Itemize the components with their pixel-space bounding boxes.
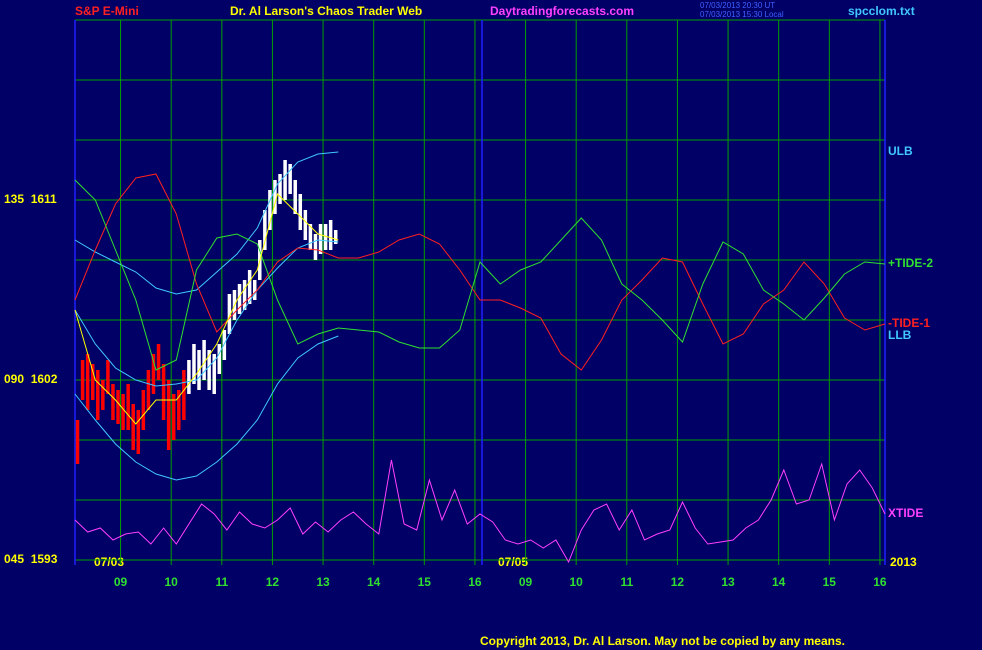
file-name: spcclom.txt [848, 4, 915, 18]
x-tick-label: 15 [418, 575, 432, 589]
series-label: +TIDE-2 [888, 256, 933, 270]
x-tick-label: 16 [873, 575, 887, 589]
y-tick-label: 045 1593 [4, 552, 58, 566]
date-label: 07/03 [94, 555, 124, 569]
x-tick-label: 10 [165, 575, 179, 589]
x-tick-label: 12 [671, 575, 685, 589]
x-tick-label: 13 [316, 575, 330, 589]
series-label: ULB [888, 144, 913, 158]
x-tick-label: 09 [519, 575, 533, 589]
x-tick-label: 13 [721, 575, 735, 589]
y-tick-label: 135 1611 [4, 192, 57, 206]
instrument: S&P E-Mini [75, 4, 139, 18]
series-label: -TIDE-1 [888, 316, 930, 330]
timestamp-local: 07/03/2013 15:30 Local [700, 10, 784, 19]
date-label: 07/05 [498, 555, 528, 569]
series-line [74, 335, 339, 481]
copyright: Copyright 2013, Dr. Al Larson. May not b… [480, 634, 845, 648]
year-label: 2013 [890, 555, 917, 569]
x-tick-label: 11 [215, 575, 228, 589]
x-tick-label: 14 [367, 575, 381, 589]
x-tick-label: 10 [570, 575, 584, 589]
site: Daytradingforecasts.com [490, 4, 634, 18]
x-tick-label: 09 [114, 575, 128, 589]
x-tick-label: 14 [772, 575, 786, 589]
series-line [74, 459, 886, 564]
x-tick-label: 11 [620, 575, 633, 589]
series-line [74, 239, 339, 387]
series-line [74, 179, 886, 371]
series-line [74, 173, 886, 371]
y-tick-label: 090 1602 [4, 372, 58, 386]
timestamp-ut: 07/03/2013 20:30 UT [700, 1, 775, 10]
x-tick-label: 15 [823, 575, 837, 589]
chart-title: Dr. Al Larson's Chaos Trader Web [230, 4, 422, 18]
series-line [74, 193, 339, 425]
series-label: LLB [888, 328, 912, 342]
series-label: XTIDE [888, 506, 923, 520]
x-tick-label: 12 [266, 575, 280, 589]
x-tick-label: 16 [468, 575, 482, 589]
series-line [74, 151, 339, 295]
